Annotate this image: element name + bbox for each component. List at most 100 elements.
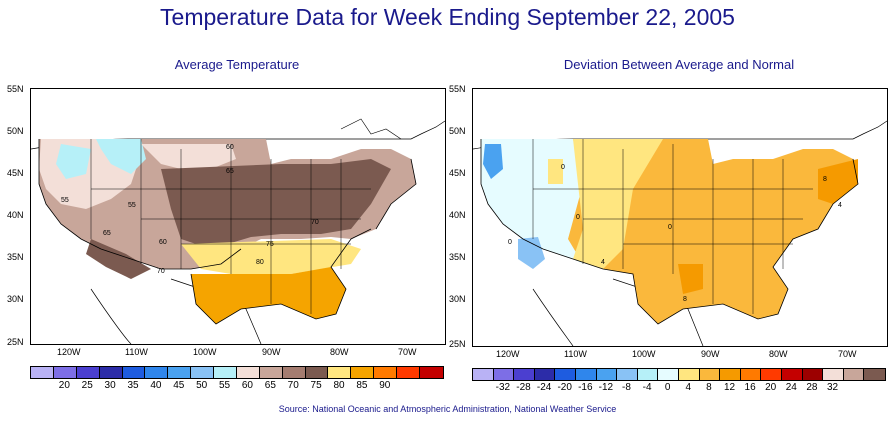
contour-label: 8 xyxy=(823,176,827,183)
legend-swatch xyxy=(351,367,375,378)
state-borders xyxy=(532,139,813,314)
contour-label: 0 xyxy=(561,164,565,171)
lower-mississippi-hot-region xyxy=(678,264,703,294)
legend-label: 45 xyxy=(173,380,185,391)
legend-swatch xyxy=(419,367,443,378)
right-panel-title: Deviation Between Average and Normal xyxy=(563,57,795,72)
lon-label: 110W xyxy=(125,347,148,357)
contour-label: 65 xyxy=(103,230,111,237)
legend-label: -20 xyxy=(557,382,572,393)
lat-label: 50N xyxy=(7,126,24,136)
lon-label: 120W xyxy=(57,347,81,357)
lat-label: 30N xyxy=(7,294,24,304)
legend-swatch xyxy=(493,369,515,380)
legend-swatch xyxy=(305,367,329,378)
lat-label: 35N xyxy=(449,252,466,262)
contour-label: 70 xyxy=(157,268,165,275)
legend-label: 24 xyxy=(785,382,797,393)
legend-label: 0 xyxy=(664,382,671,393)
legend-swatch xyxy=(637,369,659,380)
legend-swatch xyxy=(53,367,77,378)
lon-label: 100W xyxy=(632,349,656,359)
lat-label: 50N xyxy=(449,126,466,136)
legend-label: 90 xyxy=(379,380,391,391)
average-temperature-map-svg: 60 65 55 55 70 65 60 75 80 70 xyxy=(31,118,445,344)
lat-label: 35N xyxy=(7,252,24,262)
legend-swatch xyxy=(678,369,700,380)
legend-swatch xyxy=(145,367,169,378)
legend-swatch xyxy=(720,369,741,380)
lon-label: 120W xyxy=(496,349,520,359)
source-note: Source: National Oceanic and Atmospheric… xyxy=(278,404,617,414)
temperature-deviation-map-svg: 0 0 0 4 0 8 8 4 xyxy=(473,120,887,346)
lon-label: 70W xyxy=(838,349,857,359)
lon-label: 100W xyxy=(193,347,217,357)
legend-label: 75 xyxy=(310,380,322,391)
legend-label: 30 xyxy=(104,380,116,391)
central-warm-region xyxy=(161,159,391,249)
us-west-coast-line xyxy=(38,139,242,270)
legend-label: 8 xyxy=(706,382,712,393)
legend-label: 25 xyxy=(81,380,93,391)
legend-label: -16 xyxy=(578,382,593,393)
lat-label: 25N xyxy=(449,339,466,349)
lon-label: 110W xyxy=(564,349,587,359)
legend-swatch xyxy=(473,369,494,380)
legend-label: 20 xyxy=(58,380,70,391)
us-south-coast-line xyxy=(190,228,372,325)
legend-swatch xyxy=(99,367,123,378)
legend-swatch xyxy=(76,367,100,378)
legend-swatch xyxy=(740,369,762,380)
deviation-legend-labels: -32 -28 -24 -20 -16 -12 -8 -4 0 4 8 12 16 20 24 28 32 xyxy=(472,382,884,396)
contour-label: 0 xyxy=(576,214,580,221)
legend-swatch xyxy=(397,367,420,378)
legend-swatch xyxy=(282,367,306,378)
average-temperature-map: 60 65 55 55 70 65 60 75 80 70 xyxy=(30,88,446,345)
legend-swatch xyxy=(328,367,352,378)
contour-label: 80 xyxy=(256,259,264,266)
contour-label: 65 xyxy=(226,168,234,175)
contour-label: 55 xyxy=(61,197,69,204)
legend-label: 55 xyxy=(218,380,231,391)
lon-label: 90W xyxy=(701,349,720,359)
rockies-cold-region xyxy=(96,139,146,174)
legend-label: 50 xyxy=(196,380,208,391)
legend-swatch xyxy=(617,369,638,380)
legend-label: 70 xyxy=(287,380,299,391)
legend-swatch xyxy=(122,367,146,378)
legend-label: 28 xyxy=(806,382,818,393)
legend-swatch xyxy=(191,367,214,378)
legend-swatch xyxy=(802,369,824,380)
lon-label: 90W xyxy=(262,347,281,357)
legend-swatch xyxy=(761,369,782,380)
legend-swatch xyxy=(699,369,721,380)
lat-label: 55N xyxy=(449,84,466,94)
contour-label: 60 xyxy=(159,239,167,246)
legend-label: -32 xyxy=(495,382,511,393)
legend-label: 20 xyxy=(765,382,777,393)
legend-label: 85 xyxy=(356,380,368,391)
legend-swatch xyxy=(236,367,260,378)
deviation-legend-bar xyxy=(472,368,886,381)
pacific-northwest-cool-region xyxy=(483,144,503,179)
gulf-coast-hot-region xyxy=(191,267,346,324)
legend-label: 4 xyxy=(685,382,692,393)
legend-swatch xyxy=(596,369,618,380)
legend-swatch xyxy=(534,369,556,380)
lat-label: 25N xyxy=(7,337,24,347)
contour-label: 0 xyxy=(508,239,512,246)
main-title: Temperature Data for Week Ending Septemb… xyxy=(160,4,735,30)
legend-swatch xyxy=(374,367,397,378)
lat-label: 40N xyxy=(449,210,466,220)
northern-plains-region xyxy=(141,144,236,169)
northeast-hot-region xyxy=(818,159,858,204)
us-east-coast-line xyxy=(375,158,417,230)
lon-label: 80W xyxy=(330,347,349,357)
legend-swatch xyxy=(843,369,865,380)
legend-label: -4 xyxy=(642,382,652,393)
average-temperature-legend-labels: 20 25 30 35 40 45 50 55 60 65 70 75 80 85 90 xyxy=(30,380,442,394)
legend-swatch xyxy=(259,367,283,378)
legend-swatch xyxy=(823,369,844,380)
legend-swatch xyxy=(555,369,576,380)
legend-label: -8 xyxy=(622,382,631,393)
